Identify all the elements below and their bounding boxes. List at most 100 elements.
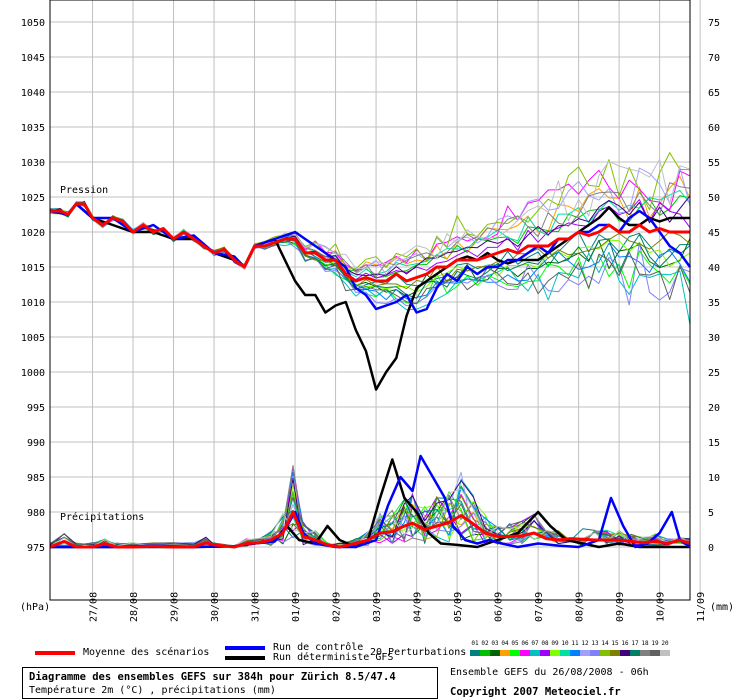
perturbation-code: 17 <box>631 640 639 647</box>
precipitations-annotation: Précipitations <box>60 511 144 523</box>
legend-deterministic-label: Run déterministe GFS <box>273 652 394 663</box>
perturbation-swatch <box>510 650 520 656</box>
x-tick-label: 08/09 <box>575 592 586 622</box>
legend-mean-label: Moyenne des scénarios <box>83 647 210 658</box>
x-tick-label: 03/09 <box>372 592 383 622</box>
legend: Moyenne des scénarios Run de contrôle Ru… <box>0 640 740 700</box>
right-tick-label: 70 <box>708 53 720 64</box>
legend-deterministic: Run déterministe GFS <box>225 652 393 663</box>
perturbation-swatch <box>560 650 570 656</box>
x-tick-label: 06/09 <box>494 592 505 622</box>
perturbation-swatch <box>660 650 670 656</box>
x-tick-label: 05/09 <box>453 592 464 622</box>
perturbation-01-pressure <box>50 201 691 290</box>
right-tick-label: 25 <box>708 368 720 379</box>
legend-control-swatch <box>225 645 265 650</box>
left-tick-label: 1000 <box>21 368 45 379</box>
perturbation-code: 03 <box>491 640 499 647</box>
legend-control: Run de contrôle <box>225 642 363 653</box>
run-info: Ensemble GEFS du 26/08/2008 - 06h <box>450 667 649 678</box>
perturbation-codes: 01 02 03 04 05 06 07 08 09 10 11 12 13 14 15 16 17 18 19 20 <box>470 640 670 647</box>
left-tick-label: 990 <box>27 438 45 449</box>
x-tick-label: 29/08 <box>170 592 181 622</box>
perturbation-code: 15 <box>611 640 619 647</box>
right-tick-label: 55 <box>708 158 720 169</box>
x-tick-label: 11/09 <box>696 592 707 622</box>
right-tick-label: 5 <box>708 508 714 519</box>
right-tick-label: 20 <box>708 403 720 414</box>
perturbation-swatch <box>600 650 610 656</box>
right-tick-label: 50 <box>708 193 720 204</box>
right-tick-label: 45 <box>708 228 720 239</box>
perturbation-code: 02 <box>481 640 489 647</box>
left-tick-label: 980 <box>27 508 45 519</box>
left-tick-label: 985 <box>27 473 45 484</box>
x-tick-label: 31/08 <box>251 592 262 622</box>
left-tick-label: 1035 <box>21 123 45 134</box>
right-tick-label: 65 <box>708 88 720 99</box>
perturbation-swatch <box>650 650 660 656</box>
right-tick-label: 15 <box>708 438 720 449</box>
x-tick-label: 28/08 <box>129 592 140 622</box>
perturbation-code: 09 <box>551 640 559 647</box>
main-series-lines <box>49 202 692 549</box>
left-tick-label: 995 <box>27 403 45 414</box>
perturbation-swatch <box>470 650 480 656</box>
perturbation-code: 04 <box>501 640 509 647</box>
perturbation-swatch <box>610 650 620 656</box>
perturbation-code: 07 <box>531 640 539 647</box>
chart-title: Diagramme des ensembles GEFS sur 384h po… <box>29 671 396 683</box>
left-tick-label: 1025 <box>21 193 45 204</box>
perturbation-code: 06 <box>521 640 529 647</box>
perturbation-code: 05 <box>511 640 519 647</box>
legend-control-label: Run de contrôle <box>273 642 364 653</box>
perturbation-code: 14 <box>601 640 609 647</box>
right-tick-label: 30 <box>708 333 720 344</box>
perturbation-08-pressure <box>49 199 691 281</box>
x-tick-label: 09/09 <box>615 592 626 622</box>
title-box: Diagramme des ensembles GEFS sur 384h po… <box>22 667 438 699</box>
perturbation-code: 16 <box>621 640 629 647</box>
series-0-precip-line <box>49 510 691 549</box>
left-tick-label: 1040 <box>21 88 45 99</box>
perturbation-swatch <box>520 650 530 656</box>
left-tick-label: 1010 <box>21 298 45 309</box>
series-2-precip-line <box>50 458 690 549</box>
perturbation-swatch <box>590 650 600 656</box>
perturbation-code: 10 <box>561 640 569 647</box>
x-tick-label: 30/08 <box>210 592 221 622</box>
legend-mean-swatch <box>35 650 75 655</box>
series-0-pressure-line <box>50 202 690 283</box>
perturbation-code: 01 <box>471 640 479 647</box>
right-tick-label: 75 <box>708 18 720 29</box>
right-tick-label: 60 <box>708 123 720 134</box>
perturbation-code: 12 <box>581 640 589 647</box>
legend-perturbations-label: 20 Perturbations <box>370 647 467 658</box>
pression-annotation: Pression <box>60 185 108 196</box>
left-tick-label: 1005 <box>21 333 45 344</box>
perturbation-10-pressure <box>49 189 691 278</box>
perturbation-swatch <box>550 650 560 656</box>
x-tick-label: 02/09 <box>332 592 343 622</box>
chart-subtitle: Température 2m (°C) , précipitations (mm… <box>29 685 276 696</box>
right-tick-label: 40 <box>708 263 720 274</box>
perturbation-code: 20 <box>661 640 669 647</box>
perturbation-code: 13 <box>591 640 599 647</box>
perturbation-swatch <box>570 650 580 656</box>
perturbation-swatch <box>540 650 550 656</box>
x-tick-label: 04/09 <box>413 592 424 622</box>
perturbation-code: 18 <box>641 640 649 647</box>
left-tick-label: 975 <box>27 543 45 554</box>
left-tick-label: 1020 <box>21 228 45 239</box>
right-tick-label: 10 <box>708 473 720 484</box>
left-tick-label: 1015 <box>21 263 45 274</box>
left-tick-label: 1045 <box>21 53 45 64</box>
left-tick-label: 1030 <box>21 158 45 169</box>
perturbation-code: 19 <box>651 640 659 647</box>
perturbation-swatches <box>470 650 670 656</box>
perturbation-lines <box>49 152 691 548</box>
perturbation-swatch <box>490 650 500 656</box>
x-tick-label: 07/09 <box>534 592 545 622</box>
